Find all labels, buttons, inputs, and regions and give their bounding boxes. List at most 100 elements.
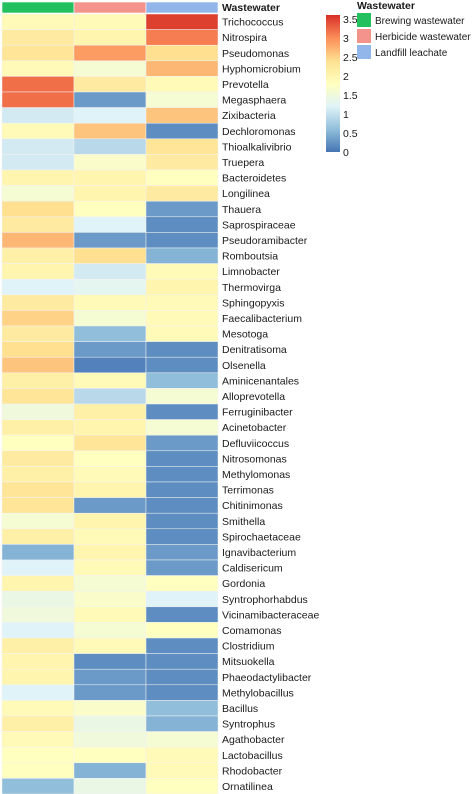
row-label: Zixibacteria [222, 110, 276, 122]
row-label: Ornatilinea [222, 781, 273, 793]
heatmap-cell [1, 590, 75, 608]
row-label: Thauera [222, 204, 261, 216]
heatmap-cell [1, 278, 75, 296]
heatmap-cell [73, 762, 147, 779]
heatmap-cell [145, 372, 219, 389]
colorbar-tick-label: 0 [343, 147, 349, 159]
heatmap-cell [1, 559, 75, 576]
heatmap-cell [1, 294, 75, 311]
colorbar-tick-label: 1.5 [343, 90, 358, 102]
row-label: Methylomonas [222, 469, 290, 481]
heatmap-cell [145, 559, 219, 576]
annotation-cell-3 [145, 1, 219, 14]
row-label: Methylobacillus [222, 687, 294, 699]
heatmap-cell [1, 622, 75, 639]
heatmap-cell [73, 44, 147, 62]
heatmap-cell [73, 512, 147, 530]
heatmap-cell [145, 60, 219, 77]
row-label: Aminicenantales [222, 375, 299, 387]
heatmap-cell [73, 216, 147, 233]
legend-title: Wastewater [357, 0, 415, 12]
heatmap-cell [145, 419, 219, 436]
row-label: Pseudomonas [222, 48, 289, 60]
heatmap-cell [145, 684, 219, 701]
heatmap-cell [73, 263, 147, 280]
row-label: Longilinea [222, 188, 270, 200]
heatmap-cell [1, 138, 75, 155]
row-label: Limnobacter [222, 266, 280, 278]
heatmap-cell [1, 372, 75, 389]
heatmap-cell [73, 29, 147, 46]
heatmap-cell [145, 185, 219, 202]
row-label: Phaeodactylibacter [222, 672, 312, 684]
row-label: Syntrophorhabdus [222, 594, 308, 606]
heatmap-cell [1, 154, 75, 171]
heatmap-cell [1, 263, 75, 280]
heatmap-cell [1, 403, 75, 420]
heatmap-cell [73, 715, 147, 732]
heatmap-cell [1, 668, 75, 686]
row-label: Spirochaetaceae [222, 531, 301, 543]
heatmap-cell [73, 154, 147, 171]
row-label: Bacteroidetes [222, 173, 286, 185]
heatmap-cell [1, 466, 75, 483]
annotation-label: Wastewater [222, 2, 280, 14]
heatmap-cell [145, 232, 219, 249]
heatmap-cell [73, 60, 147, 77]
heatmap-cell [73, 481, 147, 498]
heatmap-cell [1, 356, 75, 374]
heatmap-cell [1, 528, 75, 545]
row-label: Mesotoga [222, 329, 268, 341]
heatmap-cell [145, 637, 219, 654]
legend-entry: Landfill leachate [375, 48, 448, 59]
heatmap-cell [1, 232, 75, 249]
colorbar-tick-label: 3.5 [343, 14, 358, 26]
heatmap-cell [1, 325, 75, 342]
row-label: Hyphomicrobium [222, 63, 301, 75]
row-label: Romboutsia [222, 251, 278, 263]
heatmap-cell [145, 466, 219, 483]
heatmap-cell [1, 684, 75, 701]
row-label: Clostridium [222, 641, 275, 653]
row-label: Trichococcus [222, 17, 283, 29]
legend-entry: Brewing wastewater [375, 16, 465, 27]
heatmap-cell [1, 122, 75, 140]
row-label: Ferruginibacter [222, 407, 293, 419]
heatmap-cell [145, 778, 219, 794]
heatmap-cell [1, 76, 75, 93]
heatmap-cell [73, 388, 147, 405]
row-label: Acinetobacter [222, 422, 287, 434]
heatmap-cell [1, 434, 75, 452]
heatmap-cell [73, 668, 147, 686]
heatmap-cell [1, 746, 75, 764]
heatmap-cell [73, 372, 147, 389]
heatmap-cell [73, 325, 147, 342]
row-label: Dechloromonas [222, 126, 296, 138]
heatmap-cell [145, 13, 219, 30]
heatmap-cell [1, 762, 75, 779]
heatmap-cell [145, 528, 219, 545]
heatmap-cell [145, 575, 219, 592]
heatmap-cell [145, 762, 219, 779]
heatmap-cell [1, 185, 75, 202]
heatmap-cell [73, 278, 147, 296]
colorbar-tick-label: 2 [343, 71, 349, 83]
heatmap-cell [145, 512, 219, 530]
heatmap-cell [73, 684, 147, 701]
heatmap-cell [145, 138, 219, 155]
row-label: Rhodobacter [222, 765, 283, 777]
heatmap-cell [73, 138, 147, 155]
heatmap-cell [145, 700, 219, 717]
colorbar-tick-label: 1 [343, 109, 349, 121]
heatmap-cell [1, 778, 75, 794]
row-label: Smithella [222, 516, 265, 528]
heatmap-cell [73, 622, 147, 639]
legend-swatch [357, 29, 371, 43]
colorbar-tick-label: 2.5 [343, 52, 358, 64]
heatmap-cell [145, 403, 219, 420]
heatmap-cell [1, 107, 75, 124]
row-label: Prevotella [222, 79, 269, 91]
heatmap-cell [1, 60, 75, 77]
heatmap-cell [73, 76, 147, 93]
